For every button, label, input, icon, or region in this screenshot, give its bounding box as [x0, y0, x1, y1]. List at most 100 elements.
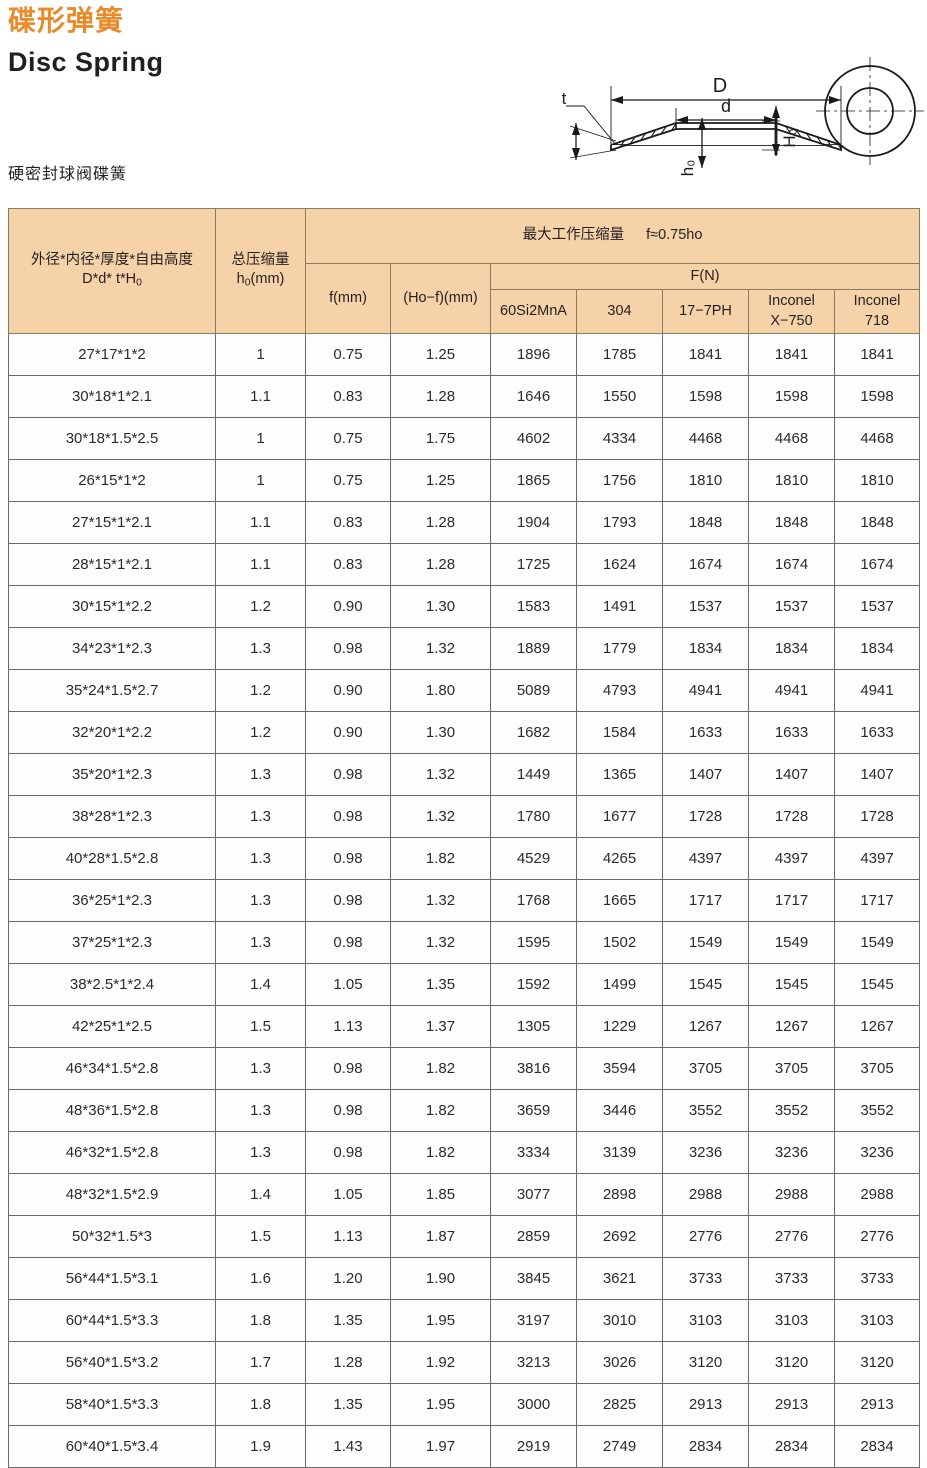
cell-force-inconel-718: 2913	[833, 1383, 921, 1426]
cell-force-60si2mna: 1682	[490, 711, 577, 754]
cell-spec: 35*24*1.5*2.7	[8, 669, 216, 712]
header-total-deflection: 总压缩量 h0(mm)	[215, 208, 306, 334]
cell-force-60si2mna: 3213	[490, 1341, 577, 1384]
page-title-chinese: 碟形弹簧	[8, 5, 125, 36]
cell-f: 1.28	[305, 1341, 391, 1384]
cell-ho-minus-f: 1.35	[390, 963, 491, 1006]
cell-force-304: 1793	[576, 501, 663, 544]
cell-force-304: 3010	[576, 1299, 663, 1342]
cell-f: 1.20	[305, 1257, 391, 1300]
cell-spec: 60*44*1.5*3.3	[8, 1299, 216, 1342]
cell-force-inconel-718: 1407	[833, 753, 921, 796]
cell-f: 0.98	[305, 921, 391, 964]
cell-spec: 42*25*1*2.5	[8, 1005, 216, 1048]
cell-force-60si2mna: 3334	[490, 1131, 577, 1174]
cell-force-inconel-x750: 4468	[748, 417, 835, 460]
cell-force-60si2mna: 3845	[490, 1257, 577, 1300]
cell-force-inconel-x750: 1537	[748, 585, 835, 628]
cell-force-304: 1229	[576, 1005, 663, 1048]
cell-total-deflection: 1.2	[215, 669, 306, 712]
cell-force-inconel-718: 1717	[833, 879, 921, 922]
table-row: 28*15*1*2.1 1.1 0.83 1.28 1725 1624 1674 1674 16…	[8, 543, 921, 586]
cell-force-inconel-718: 3552	[833, 1089, 921, 1132]
cell-force-inconel-718: 2776	[833, 1215, 921, 1258]
cell-total-deflection: 1.3	[215, 1131, 306, 1174]
cell-force-60si2mna: 1865	[490, 459, 577, 502]
cell-force-17-7ph: 3120	[662, 1341, 749, 1384]
cell-force-304: 1502	[576, 921, 663, 964]
table-row: 27*15*1*2.1 1.1 0.83 1.28 1904 1793 1848 1848 18…	[8, 501, 921, 544]
cell-force-inconel-x750: 1834	[748, 627, 835, 670]
cell-force-304: 3139	[576, 1131, 663, 1174]
cell-force-60si2mna: 2859	[490, 1215, 577, 1258]
cell-force-304: 3594	[576, 1047, 663, 1090]
cell-force-inconel-x750: 1545	[748, 963, 835, 1006]
table-row: 37*25*1*2.3 1.3 0.98 1.32 1595 1502 1549 1549 15…	[8, 921, 921, 964]
cell-spec: 40*28*1.5*2.8	[8, 837, 216, 880]
cell-force-inconel-x750: 1633	[748, 711, 835, 754]
table-row: 56*40*1.5*3.2 1.7 1.28 1.92 3213 3026 3120 3120…	[8, 1341, 921, 1384]
table-row: 48*32*1.5*2.9 1.4 1.05 1.85 3077 2898 2988 2988…	[8, 1173, 921, 1216]
table-row: 38*28*1*2.3 1.3 0.98 1.32 1780 1677 1728 1728 17…	[8, 795, 921, 838]
cell-f: 0.83	[305, 375, 391, 418]
cell-ho-minus-f: 1.92	[390, 1341, 491, 1384]
table-row: 60*44*1.5*3.3 1.8 1.35 1.95 3197 3010 3103 3103…	[8, 1299, 921, 1342]
cell-force-60si2mna: 3659	[490, 1089, 577, 1132]
cell-ho-minus-f: 1.82	[390, 1131, 491, 1174]
cell-f: 1.13	[305, 1215, 391, 1258]
cell-f: 0.98	[305, 795, 391, 838]
cell-f: 0.98	[305, 1089, 391, 1132]
cell-force-304: 2692	[576, 1215, 663, 1258]
cell-force-17-7ph: 1407	[662, 753, 749, 796]
cell-force-inconel-x750: 3103	[748, 1299, 835, 1342]
table-row: 48*36*1.5*2.8 1.3 0.98 1.82 3659 3446 3552 3552…	[8, 1089, 921, 1132]
cell-total-deflection: 1.3	[215, 879, 306, 922]
table-row: 58*40*1.5*3.3 1.8 1.35 1.95 3000 2825 2913 2913…	[8, 1383, 921, 1426]
disc-spring-technical-diagram: D d t h₀ H₀	[562, 57, 924, 176]
cell-force-60si2mna: 2919	[490, 1425, 577, 1468]
cell-force-60si2mna: 1449	[490, 753, 577, 796]
cell-total-deflection: 1.8	[215, 1383, 306, 1426]
cell-f: 0.75	[305, 417, 391, 460]
cell-force-17-7ph: 1810	[662, 459, 749, 502]
cell-force-17-7ph: 1545	[662, 963, 749, 1006]
header-total-deflection-line2: h0(mm)	[236, 271, 285, 290]
header-material-304: 304	[576, 289, 663, 334]
cell-f: 0.83	[305, 501, 391, 544]
cell-force-17-7ph: 1848	[662, 501, 749, 544]
cell-force-inconel-x750: 1810	[748, 459, 835, 502]
cell-force-17-7ph: 3236	[662, 1131, 749, 1174]
cell-force-304: 1550	[576, 375, 663, 418]
cell-force-inconel-718: 3733	[833, 1257, 921, 1300]
cell-force-inconel-718: 1598	[833, 375, 921, 418]
cell-force-60si2mna: 1595	[490, 921, 577, 964]
cell-force-17-7ph: 1717	[662, 879, 749, 922]
cell-force-60si2mna: 3816	[490, 1047, 577, 1090]
cell-total-deflection: 1.6	[215, 1257, 306, 1300]
cell-f: 0.98	[305, 753, 391, 796]
cell-force-304: 1365	[576, 753, 663, 796]
cell-force-inconel-x750: 1728	[748, 795, 835, 838]
table-row: 35*20*1*2.3 1.3 0.98 1.32 1449 1365 1407 1407 14…	[8, 753, 921, 796]
cell-force-inconel-718: 2988	[833, 1173, 921, 1216]
cell-force-inconel-x750: 3236	[748, 1131, 835, 1174]
table-row: 27*17*1*2 1 0.75 1.25 1896 1785 1841 1841 1841	[8, 333, 921, 376]
table-row: 40*28*1.5*2.8 1.3 0.98 1.82 4529 4265 4397 4397…	[8, 837, 921, 880]
cell-force-304: 3621	[576, 1257, 663, 1300]
cell-force-inconel-718: 1545	[833, 963, 921, 1006]
page-title-english: Disc Spring	[8, 47, 164, 77]
cell-force-17-7ph: 1549	[662, 921, 749, 964]
cell-force-304: 1665	[576, 879, 663, 922]
cell-force-304: 1756	[576, 459, 663, 502]
cell-force-304: 1491	[576, 585, 663, 628]
dimension-label-D: D	[713, 75, 727, 97]
cell-force-inconel-718: 1537	[833, 585, 921, 628]
header-row-materials: 60Si2MnA 304 17−7PH Inconel X−750 Incone…	[9, 289, 921, 334]
cell-ho-minus-f: 1.95	[390, 1383, 491, 1426]
cell-total-deflection: 1.7	[215, 1341, 306, 1384]
cell-f: 0.75	[305, 459, 391, 502]
cell-force-60si2mna: 5089	[490, 669, 577, 712]
cell-total-deflection: 1.3	[215, 921, 306, 964]
cell-force-304: 3026	[576, 1341, 663, 1384]
cell-total-deflection: 1.1	[215, 501, 306, 544]
